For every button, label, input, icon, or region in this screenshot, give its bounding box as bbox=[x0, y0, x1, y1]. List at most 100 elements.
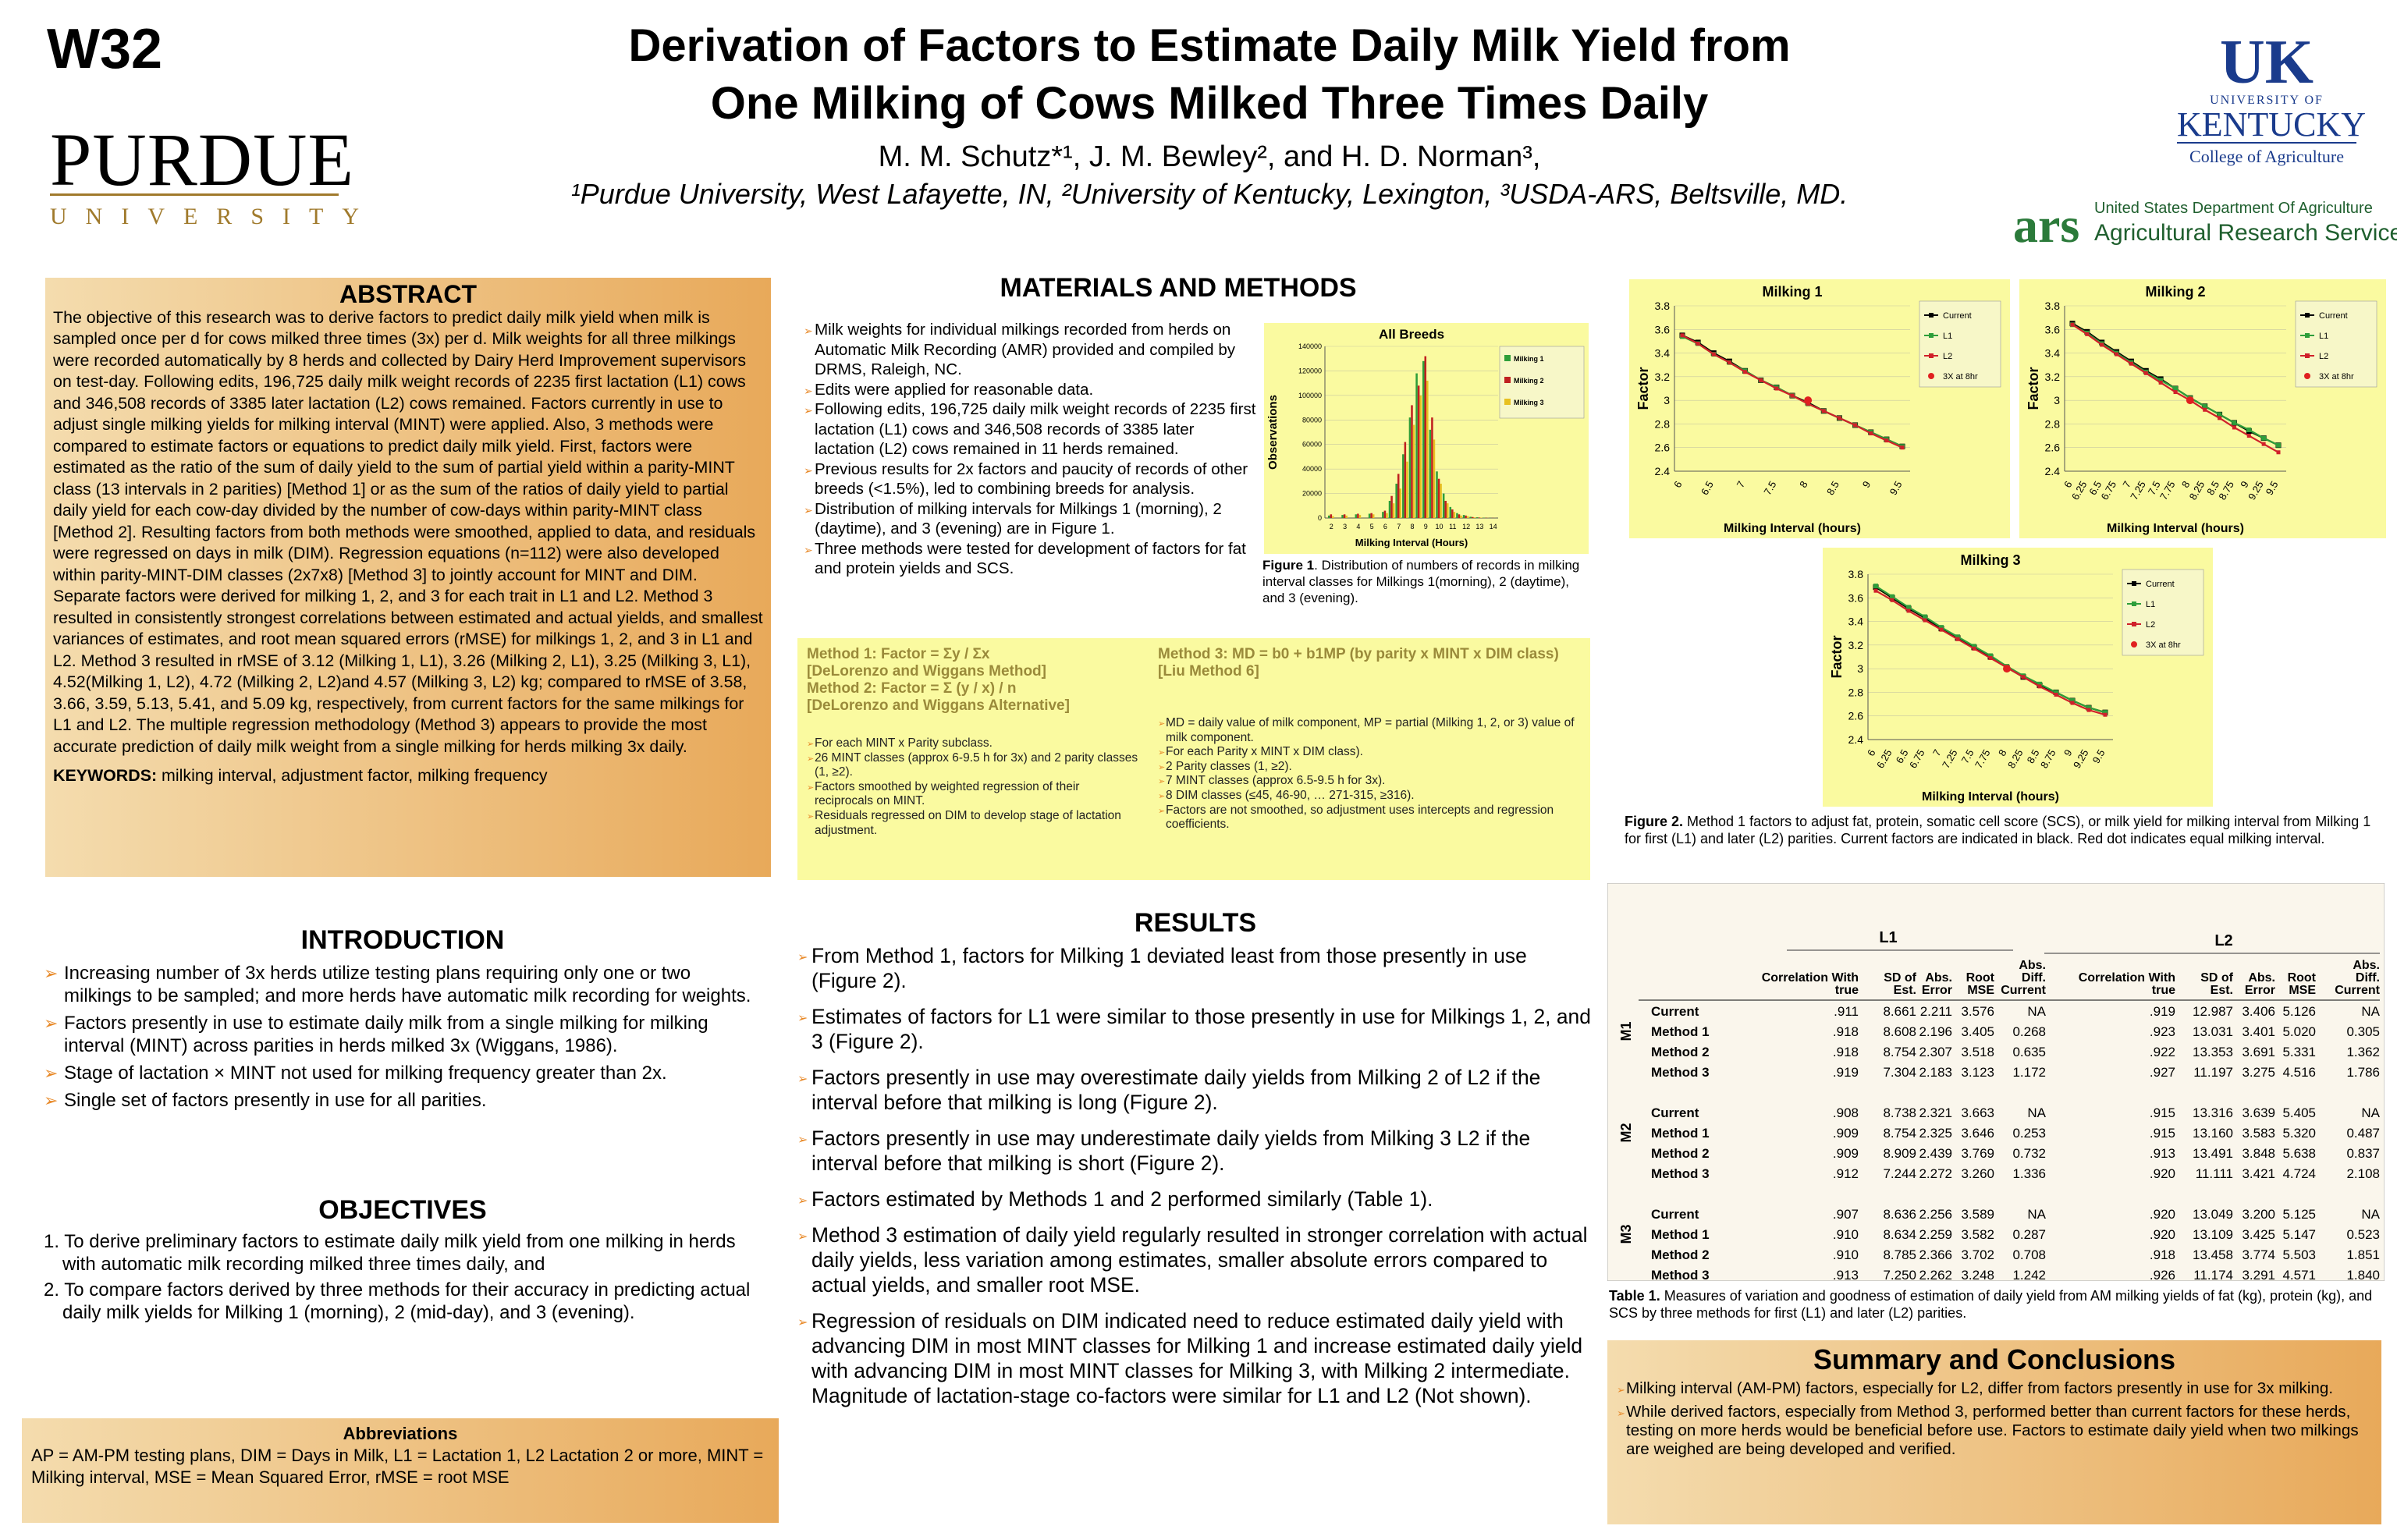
x-tick-label: 8 bbox=[1797, 479, 1810, 490]
table-cell: 2.256 bbox=[1919, 1207, 1952, 1222]
table-cell: 13.109 bbox=[2193, 1227, 2233, 1242]
x-tick-label: 11 bbox=[1449, 523, 1456, 530]
objectives-title: OBJECTIVES bbox=[318, 1195, 487, 1225]
y-tick-label: 140000 bbox=[1298, 342, 1322, 350]
data-point bbox=[1837, 416, 1841, 420]
list-item: Edits were applied for reasonable data. bbox=[804, 380, 1256, 401]
uk-mark: UK bbox=[2220, 28, 2314, 97]
table-header-cell: Correlation With bbox=[1762, 971, 1859, 985]
y-tick-label: 2.8 bbox=[2045, 417, 2061, 430]
data-point bbox=[2070, 322, 2075, 327]
summary-panel: Summary and Conclusions Milking interval… bbox=[1607, 1340, 2381, 1524]
data-point bbox=[1884, 438, 1889, 443]
data-point bbox=[1711, 352, 1716, 357]
table-cell: 0.268 bbox=[2012, 1024, 2046, 1039]
data-point bbox=[2173, 386, 2178, 391]
purdue-rule bbox=[50, 193, 339, 196]
table-cell: 4.724 bbox=[2282, 1166, 2316, 1181]
data-point bbox=[2246, 428, 2252, 432]
table-cell: 0.732 bbox=[2012, 1146, 2046, 1161]
bar bbox=[1406, 461, 1408, 518]
bar bbox=[1478, 517, 1481, 518]
table-cell: 3.123 bbox=[1961, 1065, 1994, 1080]
x-tick-label: 6.25 bbox=[1874, 747, 1895, 770]
list-item: Stage of lactation × MINT not used for m… bbox=[44, 1062, 762, 1084]
x-tick-label: 6.75 bbox=[1907, 747, 1927, 770]
table-cell: 2.183 bbox=[1919, 1065, 1952, 1080]
data-point bbox=[2261, 435, 2267, 441]
table-cell: 3.582 bbox=[1961, 1227, 1994, 1242]
chart-title: Milking 2 bbox=[2145, 284, 2205, 300]
data-point bbox=[2037, 681, 2042, 687]
x-tick-label: 7.5 bbox=[1761, 479, 1778, 497]
keywords-label: KEYWORDS: bbox=[53, 766, 158, 785]
table-row-label: Current bbox=[1651, 1004, 1699, 1019]
uk-line-1: UNIVERSITY OF bbox=[2210, 94, 2324, 107]
y-tick-label: 2.6 bbox=[1655, 442, 1671, 454]
authors: M. M. Schutz*¹, J. M. Bewley², and H. D.… bbox=[878, 140, 1541, 173]
table-cell: 13.160 bbox=[2193, 1126, 2233, 1141]
list-item: Previous results for 2x factors and pauc… bbox=[804, 460, 1256, 499]
bar bbox=[1429, 429, 1432, 518]
data-point bbox=[1988, 656, 1993, 661]
x-axis-label: Milking Interval (hours) bbox=[2107, 522, 2244, 535]
bar bbox=[1330, 514, 1333, 518]
data-point bbox=[1696, 341, 1700, 346]
legend-marker bbox=[1929, 333, 1934, 338]
table-row-label: Method 1 bbox=[1651, 1024, 1710, 1039]
chart-title: All Breeds bbox=[1379, 327, 1444, 342]
list-item: Following edits, 196,725 daily milk weig… bbox=[804, 399, 1256, 460]
bar bbox=[1476, 517, 1479, 518]
list-item: 2. To compare factors derived by three m… bbox=[44, 1279, 751, 1323]
bar bbox=[1382, 512, 1384, 518]
ars-line-2: Agricultural Research Service bbox=[2094, 220, 2397, 246]
methods-title: MATERIALS AND METHODS bbox=[1000, 273, 1357, 303]
legend-swatch bbox=[1504, 399, 1511, 405]
table-row-label: Method 2 bbox=[1651, 1146, 1710, 1161]
table-cell: 8.909 bbox=[1883, 1146, 1916, 1161]
title-line-1: Derivation of Factors to Estimate Daily … bbox=[628, 20, 1791, 71]
table-header-cell: Current bbox=[2335, 984, 2380, 997]
bar bbox=[1408, 417, 1412, 518]
data-point bbox=[1869, 431, 1873, 436]
legend-label: 3X at 8hr bbox=[1943, 372, 1978, 381]
table-cell: 2.211 bbox=[1920, 1004, 1952, 1019]
table-cell: 7.244 bbox=[1883, 1166, 1916, 1181]
list-item: Residuals regressed on DIM to develop st… bbox=[807, 809, 1141, 838]
table-cell: NA bbox=[2361, 1004, 2380, 1019]
y-tick-label: 3.8 bbox=[2045, 300, 2061, 312]
table-group-l1: L1 bbox=[1879, 929, 1897, 946]
legend-marker bbox=[2132, 622, 2136, 626]
data-point bbox=[2086, 705, 2091, 711]
y-tick-label: 3 bbox=[1664, 394, 1670, 406]
y-tick-label: 2.6 bbox=[1848, 710, 1864, 722]
bar bbox=[1465, 515, 1467, 518]
x-tick-label: 6 bbox=[1865, 747, 1878, 758]
legend-label: L2 bbox=[2146, 620, 2155, 630]
list-item: Single set of factors presently in use f… bbox=[44, 1089, 762, 1112]
y-tick-label: 3.4 bbox=[1848, 616, 1864, 628]
legend-marker bbox=[2305, 313, 2310, 318]
table-cell: 3.248 bbox=[1961, 1268, 1994, 1281]
figure-2-caption: Figure 2. Method 1 factors to adjust fat… bbox=[1625, 813, 2381, 847]
table-cell: .910 bbox=[1833, 1247, 1859, 1262]
y-tick-label: 2.8 bbox=[1848, 686, 1864, 698]
data-point bbox=[2100, 342, 2104, 347]
milking-1-chart: Milking 1 2.4 2.6 2.8 3 3.2 3.4 3.6 3.8 6 6.5 7 7.5 8… bbox=[1629, 279, 2010, 538]
uk-line-3: College of Agriculture bbox=[2189, 147, 2344, 166]
table-header-cell: Current bbox=[2001, 984, 2046, 997]
y-tick-label: 80000 bbox=[1302, 416, 1322, 424]
milking-3-chart: Milking 32.42.62.833.23.43.63.866.256.56… bbox=[1823, 548, 2213, 807]
table-header-cell: Est. bbox=[2211, 984, 2233, 997]
table-cell: 3.200 bbox=[2242, 1207, 2275, 1222]
table-cell: 2.262 bbox=[1919, 1268, 1952, 1281]
data-point bbox=[2021, 675, 2026, 680]
x-tick-label: 7.75 bbox=[2157, 479, 2178, 502]
table-header-cell: Root bbox=[2288, 971, 2317, 985]
legend-marker bbox=[1928, 373, 1934, 379]
bar bbox=[1426, 381, 1429, 518]
table-cell: 11.174 bbox=[2193, 1268, 2233, 1281]
table-cell: 3.260 bbox=[1961, 1166, 1994, 1181]
table-cell: .909 bbox=[1833, 1126, 1859, 1141]
